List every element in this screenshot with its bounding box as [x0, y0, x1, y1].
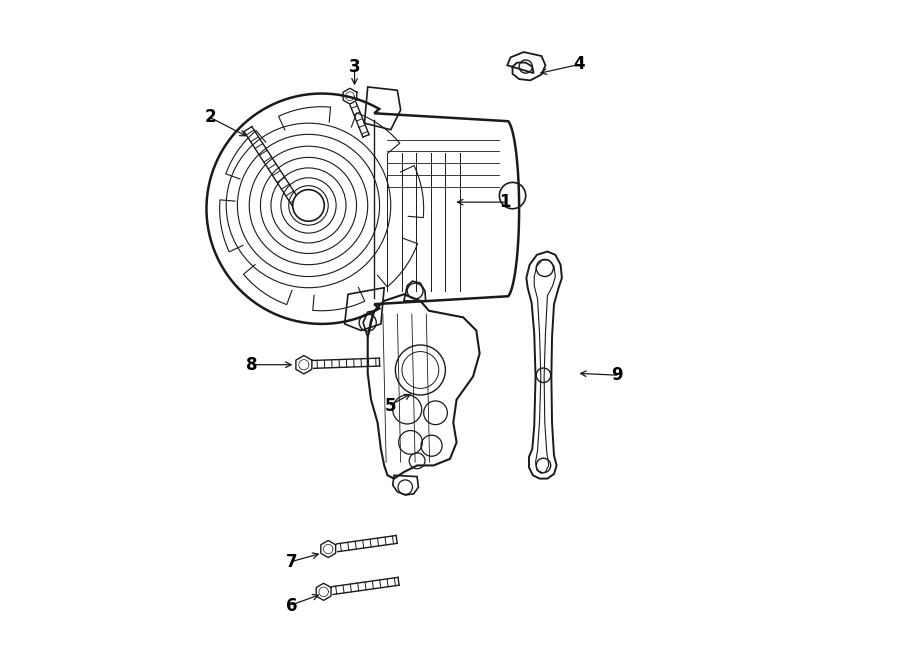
Text: 9: 9: [611, 366, 623, 384]
Text: 3: 3: [348, 58, 360, 76]
Text: 8: 8: [247, 356, 257, 373]
Circle shape: [292, 190, 324, 221]
Text: 6: 6: [286, 597, 297, 615]
Text: 5: 5: [384, 397, 396, 415]
Text: 1: 1: [500, 193, 511, 211]
Text: 4: 4: [573, 55, 585, 73]
Text: 7: 7: [285, 553, 297, 571]
Text: 2: 2: [204, 108, 216, 126]
